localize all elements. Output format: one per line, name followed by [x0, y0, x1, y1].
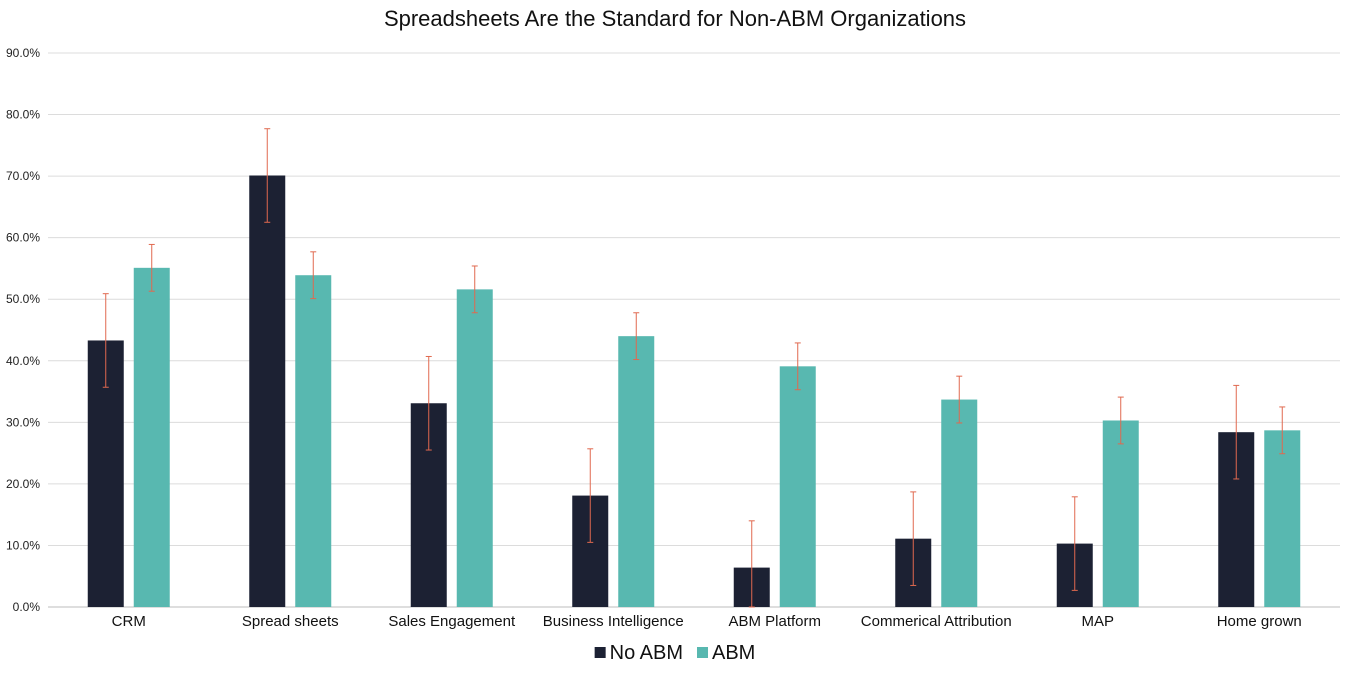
- y-tick-label: 20.0%: [6, 477, 40, 491]
- x-category-label: Business Intelligence: [543, 613, 684, 630]
- error-bar-abm: [310, 251, 317, 300]
- x-category-label: Commerical Attribution: [861, 613, 1012, 630]
- x-category-label: ABM Platform: [728, 613, 821, 630]
- y-tick-label: 40.0%: [6, 354, 40, 368]
- error-bar-abm: [471, 265, 478, 314]
- y-tick-label: 30.0%: [6, 415, 40, 429]
- legend-label: No ABM: [610, 642, 683, 664]
- y-tick-label: 70.0%: [6, 169, 40, 183]
- legend-swatch: [594, 647, 606, 658]
- legend-label: ABM: [712, 642, 755, 664]
- x-category-label: Home grown: [1217, 613, 1302, 630]
- y-axis-ticks: 0.0% 10.0% 20.0% 30.0% 40.0% 50.0% 60.0% 70.0% 8…: [6, 46, 40, 614]
- error-bar-abm: [148, 243, 155, 292]
- error-bar-no-abm: [910, 491, 917, 586]
- legend: No ABM ABM: [594, 642, 755, 664]
- error-bars: [102, 128, 1286, 608]
- error-bar-no-abm: [1071, 496, 1078, 591]
- legend-swatch: [697, 647, 709, 658]
- error-bar-abm: [794, 342, 801, 391]
- chart-title: Spreadsheets Are the Standard for Non-AB…: [383, 6, 967, 31]
- error-bar-abm: [1117, 396, 1124, 445]
- error-bar-abm: [633, 312, 640, 361]
- x-category-label: Sales Engagement: [388, 613, 516, 630]
- bar-no-abm: [249, 175, 286, 608]
- bar-abm: [618, 336, 655, 607]
- bar-abm: [133, 267, 170, 607]
- bar-abm: [456, 289, 493, 607]
- error-bar-no-abm: [748, 520, 755, 608]
- legend-item: No ABM: [594, 642, 683, 664]
- y-tick-label: 0.0%: [13, 600, 41, 614]
- x-category-label: Spread sheets: [242, 613, 339, 630]
- x-category-label: MAP: [1081, 613, 1114, 630]
- bar-abm: [1102, 420, 1139, 607]
- error-bar-no-abm: [1233, 384, 1240, 480]
- bar-abm: [295, 275, 332, 607]
- y-tick-label: 90.0%: [6, 46, 40, 60]
- error-bar-no-abm: [102, 293, 109, 388]
- y-tick-label: 80.0%: [6, 108, 40, 122]
- bar-abm: [941, 399, 978, 607]
- error-bar-abm: [1279, 406, 1286, 455]
- y-tick-label: 10.0%: [6, 538, 40, 552]
- error-bar-abm: [956, 375, 963, 424]
- y-tick-label: 50.0%: [6, 292, 40, 306]
- x-category-label: CRM: [112, 613, 146, 630]
- legend-item: ABM: [697, 642, 755, 664]
- gridlines: [48, 52, 1340, 608]
- bars: [87, 175, 1301, 608]
- y-tick-label: 60.0%: [6, 231, 40, 245]
- bar-abm: [1264, 430, 1301, 607]
- error-bar-no-abm: [425, 355, 432, 451]
- error-bar-no-abm: [587, 448, 594, 543]
- error-bar-no-abm: [264, 128, 271, 223]
- bar-abm: [779, 366, 816, 607]
- x-axis-categories: CRM Spread sheets Sales Engagement Business…: [112, 613, 1302, 630]
